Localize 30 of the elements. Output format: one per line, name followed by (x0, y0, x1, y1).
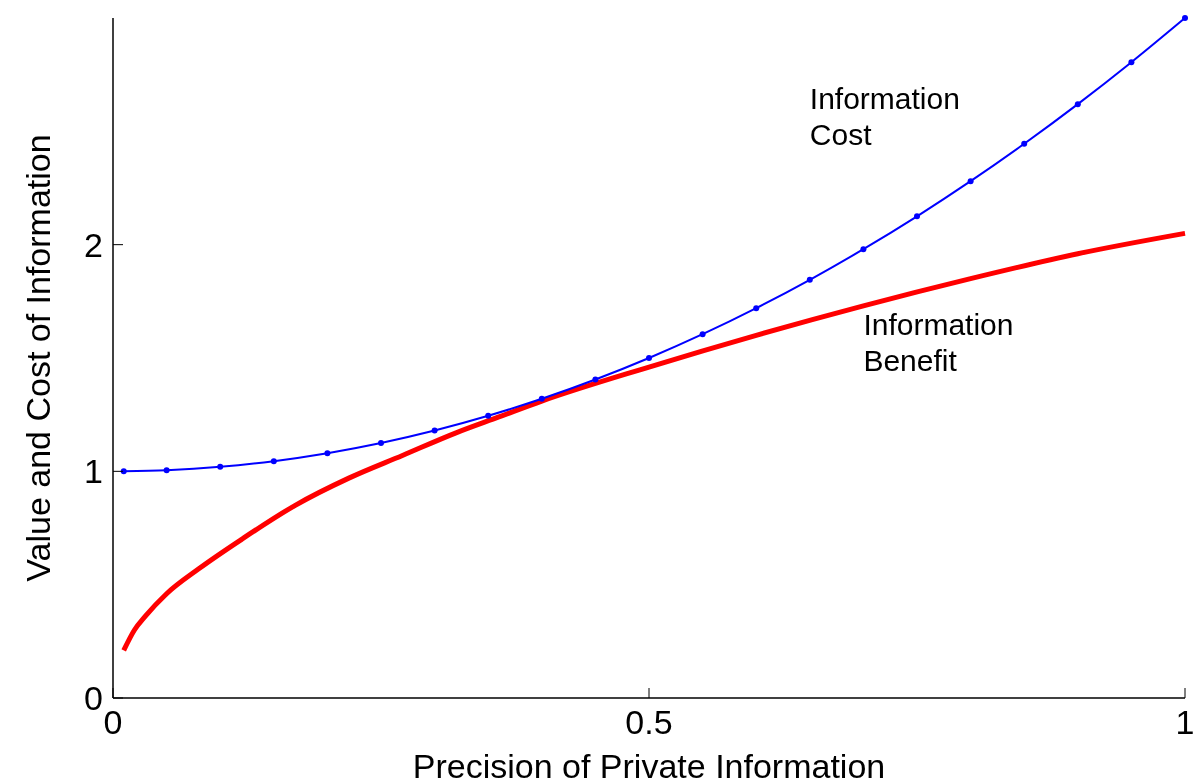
point (753, 305, 760, 312)
point (1182, 15, 1188, 21)
point (699, 331, 706, 338)
y-tick-label: 0 (84, 678, 103, 717)
point (1021, 140, 1028, 147)
point (120, 468, 127, 475)
annotation: Information Cost (809, 81, 960, 151)
x-tick-label: 1 (1175, 703, 1195, 741)
point (217, 463, 224, 470)
point (378, 440, 384, 446)
point (1074, 101, 1081, 108)
y-tick-label: 1 (84, 452, 103, 491)
annotation: Information Benefit (863, 308, 1014, 378)
point (431, 427, 438, 434)
point (485, 412, 492, 419)
point (324, 450, 331, 457)
x-tick-label: 0.5 (625, 703, 673, 741)
y-tick-label: 2 (84, 225, 103, 264)
point (806, 276, 813, 283)
point (914, 213, 920, 220)
point (592, 376, 599, 383)
x-axis-title: Precision of Private Information (412, 747, 886, 782)
point (860, 246, 867, 253)
point (270, 458, 277, 465)
point (1128, 59, 1135, 66)
point (538, 395, 545, 402)
y-axis-title: Value and Cost of Information (19, 134, 57, 582)
point (646, 355, 652, 361)
point (967, 178, 974, 185)
point (163, 467, 170, 474)
